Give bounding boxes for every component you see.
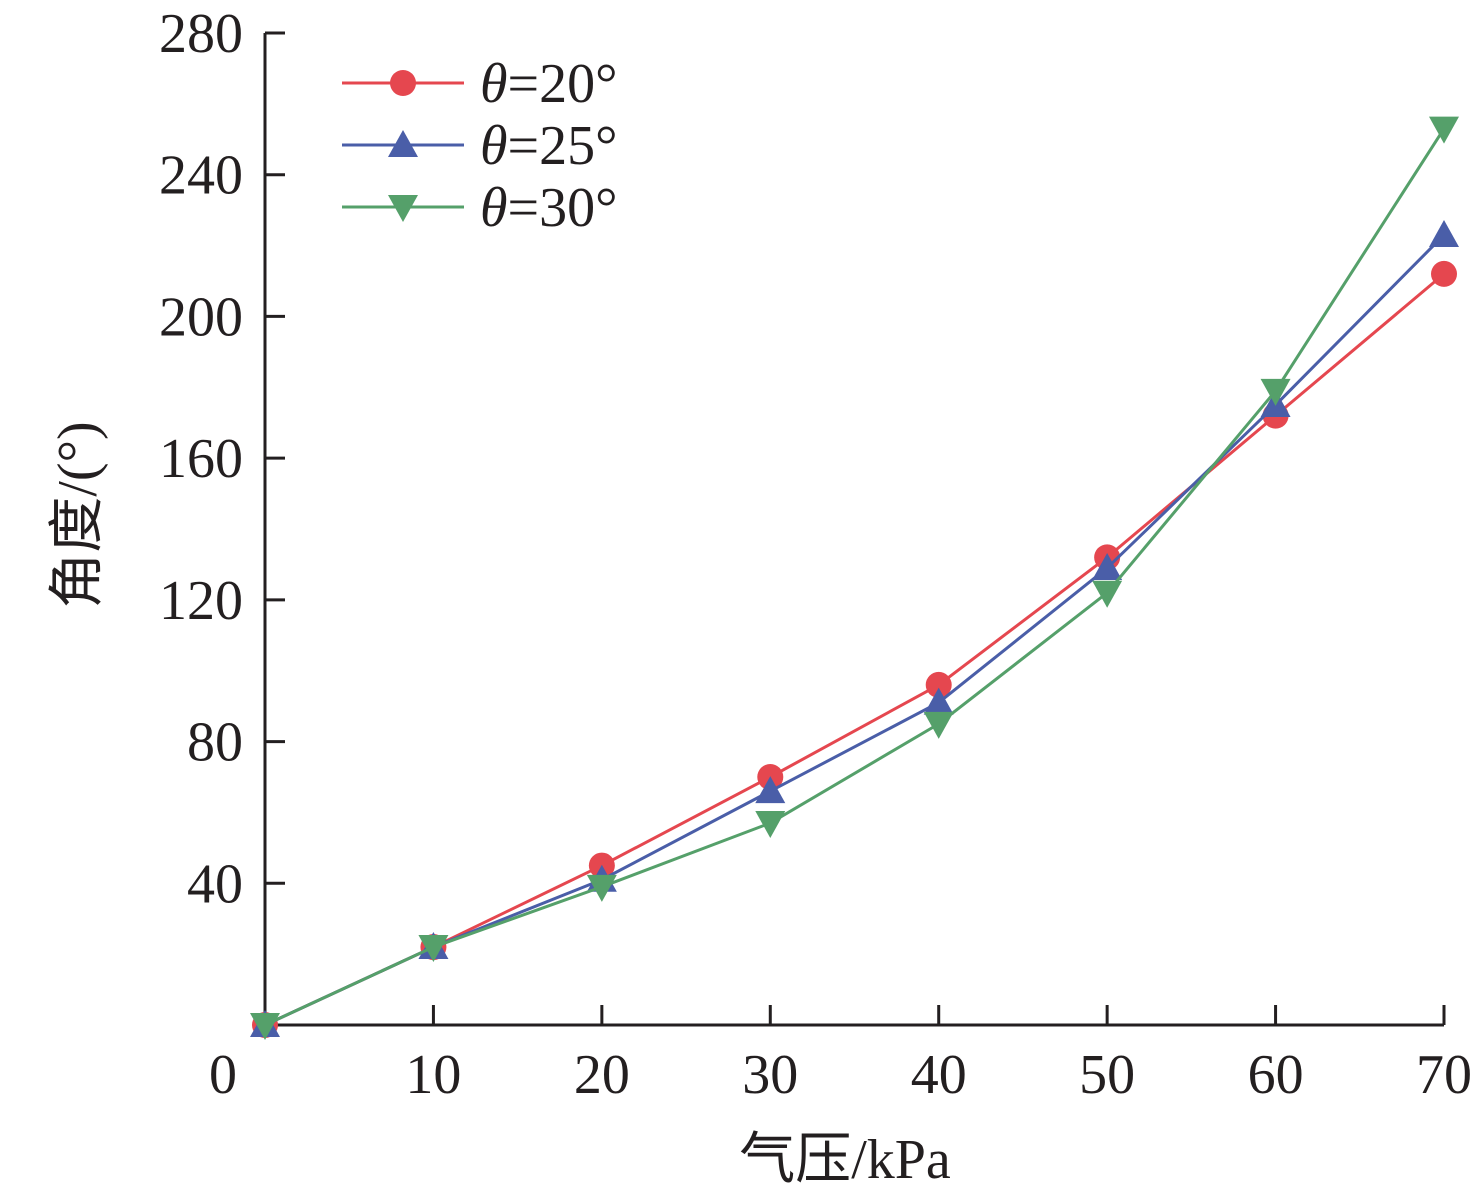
legend-item-1: θ=20° [342,53,618,115]
legend-label: θ=25° [480,115,618,177]
x-tick-label: 0 [209,1044,237,1106]
y-tick-label: 120 [159,570,243,632]
x-tick-label: 40 [911,1044,967,1106]
data-point [925,671,952,698]
data-point [923,711,954,739]
series-line [264,127,1446,1027]
y-tick-label: 160 [159,428,243,490]
legend-marker [388,130,418,157]
legend-marker [390,70,416,96]
x-tick-label: 20 [574,1044,630,1106]
y-tick-label: 240 [159,145,243,207]
series-line [264,272,1445,1027]
data-point [418,935,449,963]
data-point [755,811,786,839]
legend-item-3: θ=30° [342,177,618,239]
data-point [250,1013,280,1040]
y-axis-title: 角度/(°) [47,421,109,608]
x-axis-title: 气压/kPa [739,1129,951,1191]
data-point [586,874,617,902]
legend-label: θ=30° [480,177,618,239]
x-tick-label: 70 [1416,1044,1472,1106]
x-tick-label: 10 [405,1044,461,1106]
data-point [1092,580,1123,608]
y-tick-label: 280 [159,3,243,65]
data-point [923,687,954,715]
data-point [1260,378,1291,406]
series-2 [250,219,1459,1037]
data-point [1429,219,1459,247]
series-line [264,233,1446,1027]
y-tick-label: 40 [187,853,243,915]
legend-item-2: θ=25° [342,115,618,177]
axes: 40 80 120 160 200 240 280 0 10 20 30 40 50 60 70 [159,3,1472,1106]
legend: θ=20°θ=25°θ=30° [342,53,618,239]
data-point [1429,116,1459,144]
x-tick-label: 50 [1079,1044,1135,1106]
legend-label: θ=20° [480,53,618,115]
series-layer [250,116,1459,1040]
series-1 [252,260,1457,1038]
y-tick-label: 80 [187,712,243,774]
series-3 [250,116,1459,1040]
legend-marker [388,195,418,222]
data-point [755,776,786,804]
x-tick-label: 30 [742,1044,798,1106]
y-tick-label: 200 [159,286,243,348]
data-point [1092,552,1123,580]
data-point [1431,260,1457,287]
x-tick-label: 60 [1248,1044,1304,1106]
